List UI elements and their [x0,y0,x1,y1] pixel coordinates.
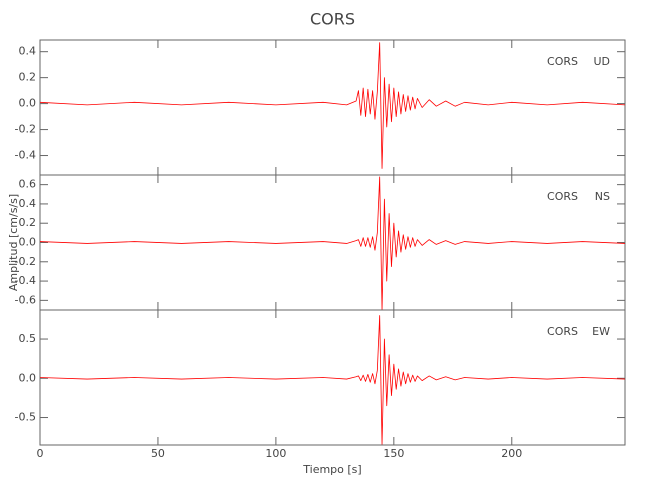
y-tick-label: 0.2 [19,71,37,84]
station-label: CORS [547,190,578,203]
component-label: NS [595,190,610,203]
x-tick-label: 0 [37,447,44,460]
y-tick-label: -0.2 [15,255,36,268]
y-tick-label: 0.0 [19,371,37,384]
y-tick-label: -0.4 [15,149,36,162]
y-tick-label: 0.5 [19,332,37,345]
waveform [39,176,626,311]
component-label: UD [593,55,610,68]
x-tick-label: 150 [383,447,404,460]
x-tick-label: 100 [265,447,286,460]
chart-title: CORS [310,10,355,29]
y-tick-label: 0.4 [19,45,37,58]
y-tick-label: -0.6 [15,293,36,306]
y-tick-label: -0.5 [15,411,36,424]
y-tick-label: -0.2 [15,123,36,136]
y-tick-label: 0.0 [19,236,37,249]
y-tick-label: 0.6 [19,178,37,191]
y-axis-label: Amplitud [cm/s/s] [7,194,20,291]
y-tick-label: -0.4 [15,274,36,287]
y-tick-label: 0.4 [19,197,37,210]
x-tick-label: 200 [501,447,522,460]
y-tick-label: 0.0 [19,97,37,110]
station-label: CORS [547,55,578,68]
waveform [39,315,626,445]
y-tick-label: 0.2 [19,216,37,229]
plot-frame [39,39,626,176]
x-axis-label: Tiempo [s] [302,463,361,476]
x-tick-label: 50 [151,447,165,460]
component-label: EW [592,325,610,338]
station-label: CORS [547,325,578,338]
waveform [39,42,626,169]
